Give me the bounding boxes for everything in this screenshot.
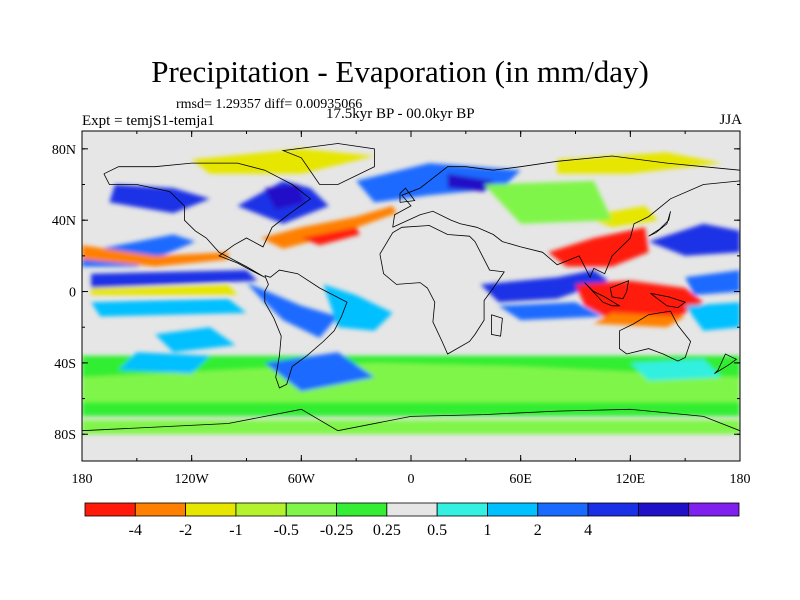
x-tick-label: 120E — [616, 472, 646, 487]
coastline-9 — [609, 280, 630, 300]
colorbar-label: 2 — [534, 522, 542, 539]
y-tick-label: 0 — [69, 286, 76, 301]
x-tick-label: 60W — [288, 472, 316, 487]
colorbar-box-12 — [688, 502, 740, 517]
field-region-27 — [685, 270, 740, 296]
colorbar-box-7 — [436, 502, 488, 517]
field-region-25 — [584, 205, 658, 228]
colorbar-label: 1 — [483, 522, 491, 539]
period-label: 17.5kyr BP - 00.0kyr BP — [326, 106, 475, 122]
map-field — [82, 131, 740, 461]
field-region-18 — [191, 148, 375, 174]
coastline-12 — [714, 353, 738, 374]
colorbar-label: -4 — [129, 522, 142, 539]
coastline-3 — [392, 155, 740, 279]
field-region-5 — [82, 245, 229, 267]
field-region-30 — [484, 180, 613, 224]
coastline-10 — [650, 292, 687, 309]
colorbar-box-6 — [386, 502, 438, 517]
field-region-3 — [91, 270, 258, 288]
stats-label: rmsd= 1.29357 diff= 0.00935066 — [176, 97, 363, 112]
colorbar-label: -0.5 — [274, 522, 299, 539]
colorbar-box-10 — [587, 502, 639, 517]
coastline-4 — [619, 310, 692, 362]
y-tick-label: 80S — [54, 428, 76, 443]
field-region-21 — [498, 302, 603, 321]
y-tick-label: 40S — [54, 357, 76, 372]
coastline-11 — [491, 314, 503, 337]
x-tick-label: 120W — [175, 472, 210, 487]
field-region-7 — [91, 298, 247, 317]
y-tick-label: 80N — [52, 143, 76, 158]
field-region-16 — [356, 163, 521, 203]
colorbar-box-8 — [487, 502, 539, 517]
colorbar-box-11 — [637, 502, 690, 517]
field-region-2 — [82, 420, 740, 435]
field-region-10 — [323, 284, 393, 331]
field-region-24 — [548, 227, 649, 267]
coastline-8 — [584, 282, 621, 307]
colorbar-label: 0.5 — [427, 522, 447, 539]
field-region-26 — [648, 223, 740, 256]
x-tick-label: 0 — [408, 472, 415, 487]
colorbar-label: 4 — [584, 522, 592, 539]
field-region-17 — [447, 173, 494, 192]
colorbar-label: -1 — [229, 522, 242, 539]
field-region-8 — [155, 327, 236, 353]
coastline-1 — [264, 269, 348, 389]
colorbar-box-1 — [134, 502, 187, 517]
field-region-13 — [264, 184, 305, 210]
x-tick-label: 180 — [72, 472, 93, 487]
field-region-32 — [630, 359, 722, 381]
colorbar-box-5 — [336, 502, 388, 517]
field-region-33 — [118, 352, 210, 374]
coastline-7 — [648, 211, 671, 237]
coastline-0 — [103, 162, 312, 278]
y-axis: 80N 40N 0 40S 80S — [52, 143, 740, 443]
colorbar-box-0 — [84, 502, 136, 517]
field-region-6 — [91, 284, 238, 296]
colorbar-label: 0.25 — [373, 522, 401, 539]
chart-title: Precipitation - Evaporation (in mm/day) — [151, 54, 649, 89]
colorbar-box-2 — [185, 502, 237, 517]
x-axis: 180 120W 60W 0 60E 120E 180 — [72, 131, 751, 487]
field-region-31 — [264, 352, 375, 392]
coastline-5 — [281, 143, 375, 185]
field-region-19 — [557, 152, 722, 174]
coastline-6 — [399, 187, 416, 203]
colorbar-label: -2 — [179, 522, 192, 539]
season-label: JJA — [719, 112, 742, 128]
field-region-14 — [261, 205, 397, 249]
colorbar-box-9 — [537, 502, 589, 517]
field-region-20 — [480, 270, 609, 303]
x-tick-label: 60E — [509, 472, 532, 487]
colorbar-label: -0.25 — [320, 522, 353, 539]
x-tick-label: 180 — [730, 472, 751, 487]
colorbar-box-4 — [285, 502, 337, 517]
coastline-13 — [82, 408, 740, 432]
field-region-1 — [82, 362, 740, 403]
field-region-9 — [246, 282, 338, 338]
colorbar: -4 -2 -1 -0.5 -0.25 0.25 0.5 1 2 4 — [84, 502, 740, 539]
colorbar-box-3 — [235, 502, 287, 517]
coastline-2 — [379, 225, 505, 355]
experiment-label: Expt = temjS1-temja1 — [82, 113, 215, 129]
field-region-28 — [685, 302, 740, 331]
field-region-15 — [301, 227, 360, 246]
y-tick-label: 40N — [52, 214, 76, 229]
